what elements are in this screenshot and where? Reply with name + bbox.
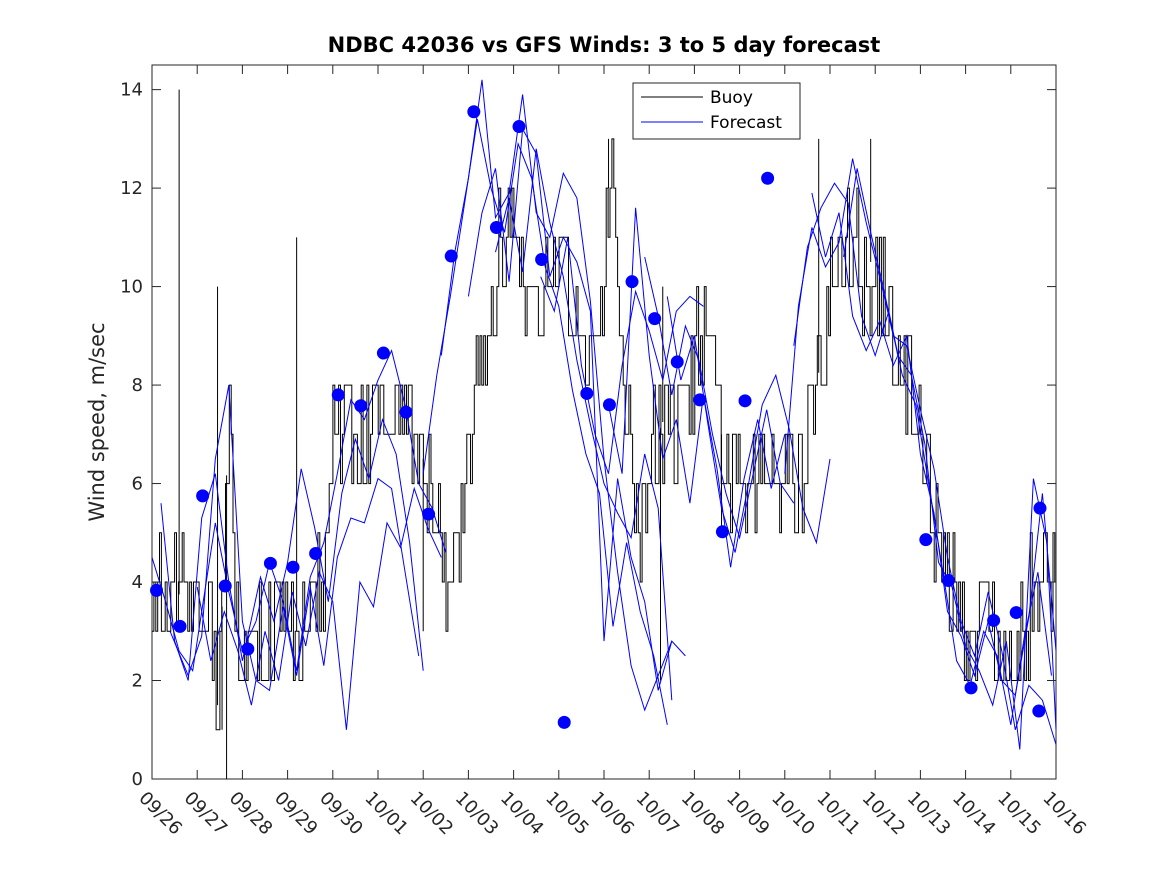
forecast-marker bbox=[941, 574, 955, 588]
x-tick-label: 10/08 bbox=[677, 788, 729, 840]
forecast-line bbox=[467, 127, 686, 691]
x-tick-label: 10/11 bbox=[812, 788, 864, 840]
y-tick-label: 10 bbox=[120, 277, 143, 298]
forecast-marker bbox=[625, 275, 639, 289]
forecast-marker bbox=[512, 120, 526, 134]
x-tick-label: 10/16 bbox=[1038, 788, 1090, 840]
forecast-line bbox=[666, 296, 831, 553]
y-tick-label: 14 bbox=[120, 80, 143, 101]
x-tick-label: 10/13 bbox=[903, 788, 955, 840]
forecast-marker bbox=[557, 715, 571, 729]
y-tick-label: 12 bbox=[120, 178, 143, 199]
forecast-marker bbox=[376, 346, 390, 360]
x-tick-label: 10/14 bbox=[948, 788, 1000, 840]
y-tick-label: 2 bbox=[132, 671, 143, 692]
buoy-line bbox=[152, 138, 1056, 731]
x-tick-label: 10/01 bbox=[360, 788, 412, 840]
forecast-marker bbox=[422, 507, 436, 521]
y-tick-label: 8 bbox=[132, 375, 143, 396]
forecast-marker bbox=[919, 533, 933, 547]
forecast-marker bbox=[761, 171, 775, 185]
forecast-marker bbox=[489, 220, 503, 234]
forecast-marker bbox=[309, 546, 323, 560]
forecast-marker bbox=[580, 386, 594, 400]
x-tick-label: 09/29 bbox=[270, 788, 322, 840]
legend: Buoy Forecast bbox=[632, 82, 801, 140]
forecast-marker bbox=[173, 619, 187, 633]
forecast-marker bbox=[987, 613, 1001, 627]
forecast-marker bbox=[670, 355, 684, 369]
forecast-line bbox=[811, 192, 1057, 697]
forecast-line bbox=[169, 385, 420, 692]
x-tick-label: 10/03 bbox=[451, 788, 503, 840]
x-tick-label: 09/27 bbox=[180, 788, 232, 840]
legend-label-forecast: Forecast bbox=[710, 113, 782, 133]
forecast-marker bbox=[331, 388, 345, 402]
y-axis-label: Wind speed, m/sec bbox=[85, 322, 109, 521]
forecast-marker bbox=[150, 583, 164, 597]
x-tick-label: 10/02 bbox=[406, 788, 458, 840]
forecast-marker bbox=[1032, 704, 1046, 718]
forecast-line bbox=[540, 237, 704, 474]
forecast-marker bbox=[241, 642, 255, 656]
forecast-marker bbox=[648, 312, 662, 326]
y-tick-label: 0 bbox=[132, 769, 143, 790]
forecast-marker bbox=[1033, 501, 1047, 515]
forecast-marker bbox=[715, 525, 729, 539]
forecast-line bbox=[422, 119, 668, 725]
forecast-line bbox=[784, 158, 1057, 745]
x-tick-label: 09/28 bbox=[225, 788, 277, 840]
forecast-line bbox=[440, 79, 673, 712]
forecast-line bbox=[160, 417, 424, 681]
forecast-line bbox=[196, 486, 442, 730]
y-tick-label: 4 bbox=[132, 572, 143, 593]
y-tick-label: 6 bbox=[132, 474, 143, 495]
forecast-marker bbox=[602, 398, 616, 412]
forecast-marker bbox=[738, 394, 752, 408]
forecast-line bbox=[608, 207, 786, 568]
forecast-marker bbox=[218, 579, 232, 593]
forecast-marker bbox=[196, 489, 210, 503]
legend-label-buoy: Buoy bbox=[710, 88, 753, 108]
x-tick-label: 09/30 bbox=[315, 788, 367, 840]
x-tick-label: 10/04 bbox=[496, 788, 548, 840]
forecast-marker bbox=[286, 560, 300, 574]
x-tick-label: 10/15 bbox=[993, 788, 1045, 840]
x-tick-label: 10/10 bbox=[767, 788, 819, 840]
y-axis: 0 2 4 6 8 10 12 14 bbox=[120, 80, 1056, 790]
x-tick-label: 10/09 bbox=[722, 788, 774, 840]
x-tick-label: 10/07 bbox=[632, 788, 684, 840]
forecast-marker bbox=[467, 105, 481, 119]
legend-box bbox=[632, 82, 801, 140]
x-tick-label: 10/12 bbox=[858, 788, 910, 840]
forecast-line bbox=[151, 349, 447, 673]
forecast-marker bbox=[535, 253, 549, 267]
forecast-marker bbox=[1009, 606, 1023, 620]
chart-title: NDBC 42036 vs GFS Winds: 3 to 5 day fore… bbox=[328, 33, 881, 57]
forecast-marker bbox=[354, 399, 368, 413]
forecast-line bbox=[644, 256, 795, 540]
forecast-marker bbox=[399, 405, 413, 419]
x-tick-label: 10/06 bbox=[586, 788, 638, 840]
x-tick-label: 09/26 bbox=[134, 788, 186, 840]
x-tick-label: 10/05 bbox=[541, 788, 593, 840]
forecast-line bbox=[843, 168, 1057, 750]
forecast-marker bbox=[263, 556, 277, 570]
forecast-series bbox=[151, 79, 1057, 750]
forecast-marker bbox=[964, 681, 978, 695]
forecast-marker bbox=[444, 249, 458, 263]
forecast-line bbox=[793, 182, 1052, 725]
forecast-marker bbox=[693, 393, 707, 407]
forecast-markers bbox=[150, 105, 1047, 729]
